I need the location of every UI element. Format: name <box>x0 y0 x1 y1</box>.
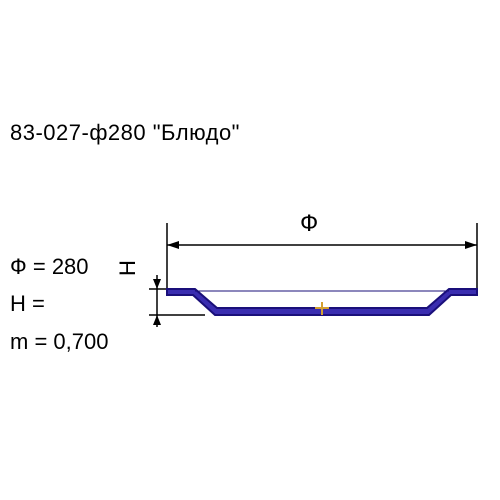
spec-list: Ф = 280 H = m = 0,700 <box>10 248 108 360</box>
phi-symbol: Ф <box>300 210 318 238</box>
h-symbol: H <box>115 260 141 276</box>
phi-arrow-left <box>167 241 179 249</box>
technical-diagram: Ф H <box>145 175 485 375</box>
spec-phi-value: 280 <box>52 254 89 279</box>
spec-h: H = <box>10 285 108 322</box>
spec-h-label: H <box>10 291 26 316</box>
dish-drawing <box>145 175 485 375</box>
phi-arrow-right <box>465 241 477 249</box>
product-title: 83-027-ф280 "Блюдо" <box>10 120 240 146</box>
spec-m-value: 0,700 <box>53 329 108 354</box>
spec-phi: Ф = 280 <box>10 248 108 285</box>
h-arrow-top <box>153 279 161 289</box>
spec-m: m = 0,700 <box>10 323 108 360</box>
h-arrow-bottom <box>153 315 161 325</box>
spec-phi-label: Ф <box>10 254 27 279</box>
spec-m-label: m <box>10 329 28 354</box>
